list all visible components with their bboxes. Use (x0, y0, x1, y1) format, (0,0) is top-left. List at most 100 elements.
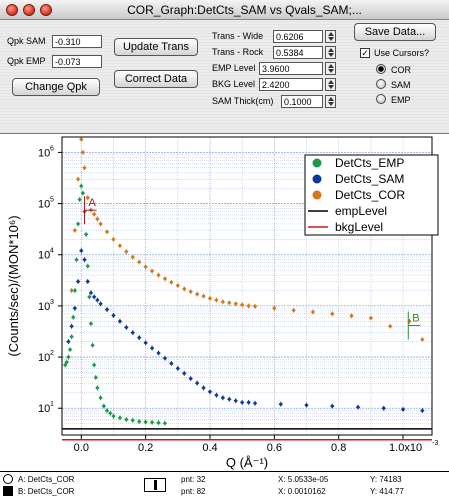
qpk-sam-field[interactable] (52, 35, 102, 48)
cursor-a-label: A: DetCts_COR (18, 475, 75, 484)
data-point-DetCts_SAM (252, 401, 258, 406)
cursor-a-marker-icon[interactable] (3, 474, 13, 484)
data-point-DetCts_EMP (77, 197, 82, 202)
sam-thick-field[interactable] (281, 95, 323, 108)
data-point-DetCts_SAM (239, 400, 245, 405)
data-point-DetCts_EMP (124, 417, 129, 422)
data-point-DetCts_SAM (304, 402, 309, 408)
y-tick-label: 10 (38, 403, 50, 415)
data-point-DetCts_EMP (83, 232, 89, 237)
data-point-DetCts_COR (349, 313, 354, 319)
save-data-button[interactable]: Save Data... (354, 23, 436, 41)
y-tick-exponent: 6 (50, 145, 54, 152)
data-point-DetCts_EMP (71, 315, 76, 320)
data-point-DetCts_EMP (85, 263, 90, 269)
x-tick-label: 0.2 (138, 442, 153, 454)
data-point-DetCts_SAM (207, 389, 213, 394)
data-point-DetCts_COR (80, 150, 86, 155)
correct-data-button[interactable]: Correct Data (114, 70, 198, 88)
y-tick-label: 10 (38, 250, 50, 262)
zoom-window-icon[interactable] (40, 3, 52, 16)
sam-thick-stepper-icon[interactable] (325, 95, 336, 108)
data-point-DetCts_COR (201, 293, 206, 299)
data-point-DetCts_COR (387, 324, 393, 329)
bkg-level-stepper-icon[interactable] (325, 78, 336, 91)
data-point-DetCts_COR (175, 283, 181, 288)
cursor-b-marker-icon[interactable] (3, 486, 13, 496)
change-qpk-button[interactable]: Change Qpk (12, 78, 100, 96)
x-tick-label: 0.8 (331, 442, 346, 454)
minimize-window-icon[interactable] (23, 3, 35, 16)
data-point-DetCts_EMP (104, 408, 110, 413)
use-cursors-checkbox[interactable]: ✓ (360, 48, 370, 58)
trans-rock-stepper-icon[interactable] (325, 46, 336, 59)
data-point-DetCts_SAM (111, 313, 116, 318)
cursor-a-x: X: 5.0533e-05 (278, 475, 329, 484)
trans-wide-label: Trans - Wide (212, 31, 264, 41)
data-point-DetCts_COR (330, 311, 335, 317)
data-point-DetCts_EMP (143, 419, 148, 425)
data-point-DetCts_SAM (143, 340, 148, 346)
trans-wide-field[interactable] (273, 30, 323, 43)
legend-marker-DetCts_SAM (312, 174, 322, 184)
data-point-DetCts_COR (188, 289, 193, 294)
data-point-DetCts_EMP (149, 420, 155, 425)
emp-level-stepper-icon[interactable] (325, 62, 336, 75)
data-point-DetCts_COR (143, 264, 148, 270)
data-point-DetCts_EMP (162, 421, 168, 426)
trans-rock-field[interactable] (273, 46, 323, 59)
legend-marker-DetCts_EMP (312, 158, 322, 168)
data-point-DetCts_SAM (355, 404, 361, 410)
cursor-b-point: pnt: 82 (181, 487, 206, 496)
cursor-a-y: Y: 74183 (370, 475, 402, 484)
data-point-DetCts_COR (75, 176, 81, 182)
cursor-slider[interactable] (144, 478, 166, 492)
x-tick-label: 1.0x10 (389, 442, 422, 454)
cursor-a-point: pnt: 32 (181, 475, 206, 484)
update-trans-button[interactable]: Update Trans (114, 38, 198, 56)
x-tick-exponent: -3 (432, 440, 438, 447)
close-window-icon[interactable] (6, 3, 18, 16)
data-point-DetCts_SAM (75, 279, 81, 284)
data-point-DetCts_COR (91, 211, 97, 217)
legend-label-DetCts_COR: DetCts_COR (335, 188, 405, 202)
emp-level-label: EMP Level (212, 63, 256, 73)
data-point-DetCts_COR (156, 272, 161, 278)
data-point-DetCts_EMP (98, 395, 103, 401)
data-point-DetCts_EMP (87, 294, 92, 300)
legend-marker-DetCts_COR (312, 190, 322, 200)
data-point-DetCts_COR (291, 308, 296, 313)
radio-sam[interactable] (376, 79, 386, 89)
title-bar: COR_Graph:DetCts_SAM vs Qvals_SAM;... (0, 0, 449, 20)
cursor-info-bar: A: DetCts_COR B: DetCts_COR pnt: 32 pnt:… (0, 471, 449, 498)
trans-wide-stepper-icon[interactable] (325, 30, 336, 43)
radio-cor-label: COR (391, 65, 411, 75)
emp-level-field[interactable] (259, 62, 323, 75)
data-point-DetCts_COR (124, 249, 129, 254)
plot-frame (61, 136, 433, 436)
y-tick-exponent: 3 (50, 299, 54, 306)
radio-emp[interactable] (376, 94, 386, 104)
data-point-DetCts_EMP (117, 415, 123, 421)
data-point-DetCts_COR (72, 228, 78, 233)
data-point-DetCts_COR (137, 259, 142, 265)
data-point-DetCts_SAM (182, 371, 187, 376)
data-point-DetCts_EMP (95, 385, 100, 391)
data-point-DetCts_SAM (72, 306, 78, 311)
cursor-b-x: X: 0.0010162 (278, 487, 326, 496)
data-point-DetCts_EMP (93, 375, 98, 380)
radio-cor[interactable] (376, 64, 386, 74)
data-point-DetCts_SAM (149, 345, 155, 351)
data-point-DetCts_EMP (80, 190, 86, 196)
graph-area[interactable]: A B 10 1 10 2 10 3 10 4 10 5 10 6 0.0 0.2 0.4 0.6 0.8 1.0x1… (0, 135, 449, 471)
data-point-DetCts_COR (169, 280, 174, 285)
cursor-slider-thumb[interactable] (154, 480, 157, 490)
bkg-level-field[interactable] (259, 78, 323, 91)
data-point-DetCts_EMP (108, 411, 113, 416)
data-point-DetCts_SAM (79, 248, 84, 253)
data-point-DetCts_EMP (67, 347, 73, 352)
radio-emp-label: EMP (391, 95, 411, 105)
qpk-emp-field[interactable] (52, 55, 102, 68)
bkg-level-label: BKG Level (212, 79, 256, 89)
